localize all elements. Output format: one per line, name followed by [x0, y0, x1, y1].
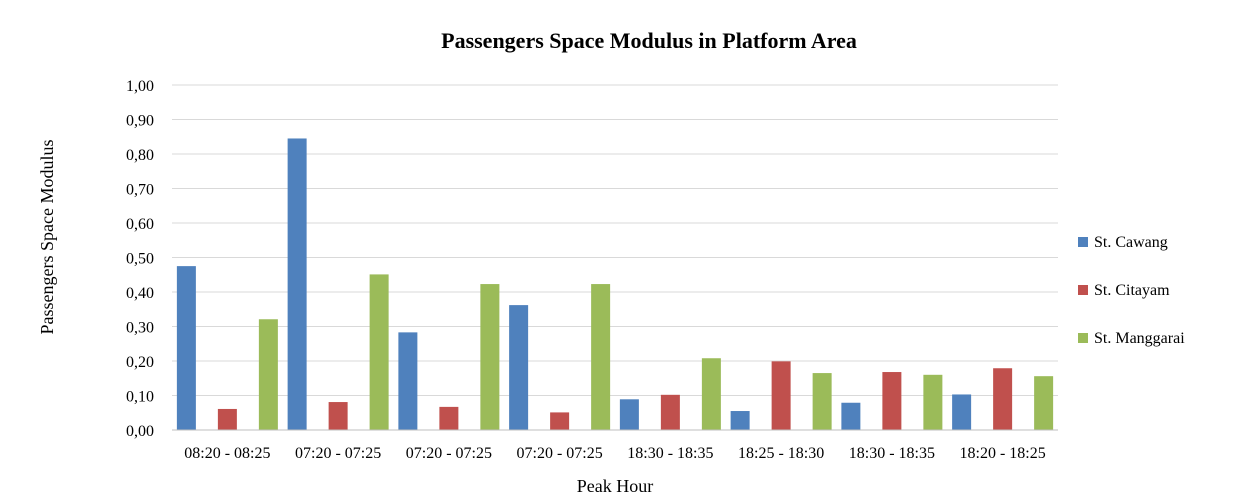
bar-st-cawang	[730, 411, 750, 430]
y-axis-ticks: 0,00 0,10 0,20 0,30 0,40 0,50 0,60 0,70 0,80 0,90…	[126, 78, 154, 440]
bar-st-citayam	[550, 412, 570, 430]
y-tick-label: 1,00	[126, 78, 154, 95]
legend-label: St. Cawang	[1094, 234, 1168, 251]
y-tick-label: 0,60	[126, 216, 154, 233]
bar-st-manggarai	[812, 373, 832, 430]
bar-st-cawang	[841, 402, 861, 430]
bar-st-cawang	[619, 399, 639, 430]
bar-st-citayam	[882, 372, 902, 430]
bar-st-manggarai	[480, 284, 500, 430]
x-tick-label: 07:20 - 07:25	[406, 445, 492, 462]
x-tick-label: 18:25 - 18:30	[738, 445, 824, 462]
legend-label: St. Citayam	[1094, 282, 1170, 299]
y-axis-label: Passengers Space Modulus	[37, 140, 57, 335]
gridlines	[172, 84, 1058, 396]
bar-st-manggarai	[369, 274, 389, 430]
y-tick-label: 0,10	[126, 389, 154, 406]
x-tick-label: 07:20 - 07:25	[295, 445, 381, 462]
bar-st-cawang	[509, 305, 529, 430]
x-tick-label: 18:20 - 18:25	[960, 445, 1046, 462]
chart-title: Passengers Space Modulus in Platform Are…	[441, 28, 857, 53]
legend-label: St. Manggarai	[1094, 330, 1185, 347]
bar-st-citayam	[771, 361, 791, 430]
y-tick-label: 0,90	[126, 113, 154, 130]
y-tick-label: 0,40	[126, 285, 154, 302]
y-tick-label: 0,00	[126, 423, 154, 440]
legend-swatch	[1078, 237, 1088, 247]
x-axis-label: Peak Hour	[577, 476, 653, 496]
bar-st-citayam	[439, 406, 459, 430]
bar-st-citayam	[328, 402, 348, 430]
bars	[176, 138, 1054, 430]
bar-st-cawang	[176, 266, 196, 430]
x-axis-ticks: 08:20 - 08:25 07:20 - 07:25 07:20 - 07:25 0…	[184, 445, 1045, 462]
bar-st-manggarai	[1034, 376, 1054, 430]
y-tick-label: 0,50	[126, 251, 154, 268]
bar-st-citayam	[217, 408, 237, 430]
y-tick-label: 0,80	[126, 147, 154, 164]
bar-st-cawang	[287, 138, 307, 430]
bar-st-citayam	[660, 394, 680, 430]
x-tick-label: 08:20 - 08:25	[184, 445, 270, 462]
bar-st-manggarai	[923, 374, 943, 430]
legend-swatch	[1078, 285, 1088, 295]
bar-st-citayam	[993, 368, 1013, 430]
x-tick-label: 18:30 - 18:35	[627, 445, 713, 462]
bar-st-manggarai	[701, 358, 721, 430]
bar-st-manggarai	[258, 319, 278, 430]
y-tick-label: 0,20	[126, 354, 154, 371]
x-tick-label: 07:20 - 07:25	[517, 445, 603, 462]
legend: St. Cawang St. Citayam St. Manggarai	[1078, 234, 1185, 347]
y-tick-label: 0,70	[126, 182, 154, 199]
bar-st-cawang	[398, 332, 418, 430]
x-tick-label: 18:30 - 18:35	[849, 445, 935, 462]
bar-st-manggarai	[591, 284, 611, 430]
bar-st-cawang	[952, 394, 972, 430]
y-tick-label: 0,30	[126, 320, 154, 337]
legend-swatch	[1078, 333, 1088, 343]
